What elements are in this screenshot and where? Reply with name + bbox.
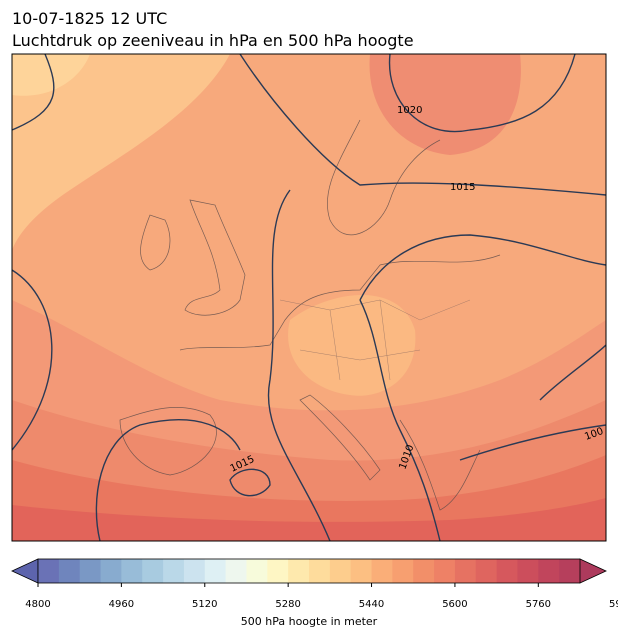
colorbar-swatch bbox=[267, 559, 289, 583]
title: 10-07-1825 12 UTC bbox=[12, 9, 167, 28]
colorbar-swatch bbox=[329, 559, 352, 583]
colorbar-swatch bbox=[413, 559, 435, 583]
colorbar-swatch bbox=[58, 559, 81, 583]
colorbar-swatch bbox=[225, 559, 247, 583]
colorbar-swatch bbox=[371, 559, 393, 583]
colorbar-tick-label: 5760 bbox=[526, 599, 551, 610]
colorbar-tick-label: 5920 bbox=[609, 599, 618, 610]
colorbar-swatch bbox=[309, 559, 331, 583]
contour-label: 1020 bbox=[397, 105, 422, 116]
map-frame bbox=[11, 53, 607, 542]
colorbar-tick-label: 5440 bbox=[359, 599, 384, 610]
colorbar-tick-label: 5280 bbox=[275, 599, 300, 610]
colorbar-swatch bbox=[517, 559, 539, 583]
colorbar: 4800 4960 5120 5280 5440 5600 5760 5920 bbox=[11, 558, 618, 610]
colorbar-swatch bbox=[204, 559, 227, 583]
colorbar-swatch bbox=[121, 559, 143, 583]
colorbar-swatch bbox=[100, 559, 122, 583]
colorbar-swatch bbox=[559, 559, 581, 583]
colorbar-swatch bbox=[434, 559, 456, 583]
colorbar-tick-label: 5120 bbox=[192, 599, 217, 610]
subtitle: Luchtdruk op zeeniveau in hPa en 500 hPa… bbox=[12, 31, 414, 50]
colorbar-label: 500 hPa hoogte in meter bbox=[241, 615, 378, 628]
map bbox=[12, 54, 606, 541]
colorbar-frame bbox=[37, 558, 581, 584]
colorbar-tick-label: 4960 bbox=[109, 599, 134, 610]
colorbar-swatch bbox=[246, 559, 268, 583]
colorbar-swatch bbox=[142, 559, 164, 583]
colorbar-extend bbox=[11, 558, 39, 584]
colorbar-swatch bbox=[79, 559, 102, 583]
contour-label: 1015 bbox=[450, 182, 475, 193]
colorbar-extend bbox=[579, 558, 607, 584]
colorbar-tick-label: 4800 bbox=[25, 599, 50, 610]
colorbar-swatch bbox=[350, 559, 373, 583]
colorbar-swatch bbox=[538, 559, 560, 583]
colorbar-swatch bbox=[392, 559, 414, 583]
colorbar-swatch bbox=[496, 559, 518, 583]
colorbar-swatch bbox=[454, 559, 477, 583]
colorbar-swatch bbox=[38, 559, 60, 583]
colorbar-swatch bbox=[183, 559, 206, 583]
colorbar-swatch bbox=[475, 559, 498, 583]
colorbar-tick-label: 5600 bbox=[442, 599, 467, 610]
colorbar-swatch bbox=[163, 559, 185, 583]
colorbar-swatch bbox=[288, 559, 310, 583]
